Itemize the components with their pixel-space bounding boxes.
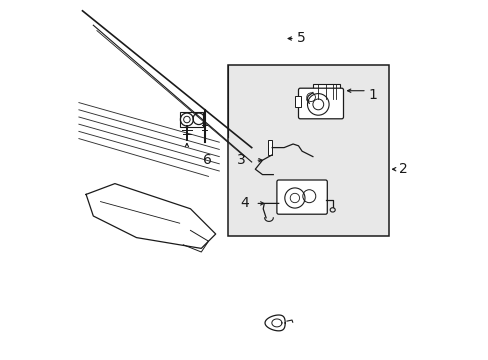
Text: 1: 1 [368, 89, 377, 102]
Bar [179, 112, 203, 127]
FancyBboxPatch shape [276, 180, 326, 214]
Text: 3: 3 [237, 153, 245, 167]
Bar [267, 140, 272, 155]
Text: 5: 5 [296, 31, 305, 45]
Bar [228, 65, 387, 236]
FancyBboxPatch shape [298, 88, 343, 119]
Text: 4: 4 [240, 197, 248, 210]
Bar [294, 96, 301, 107]
Text: 6: 6 [203, 153, 211, 167]
Text: 2: 2 [399, 162, 407, 176]
Bar [312, 84, 339, 99]
